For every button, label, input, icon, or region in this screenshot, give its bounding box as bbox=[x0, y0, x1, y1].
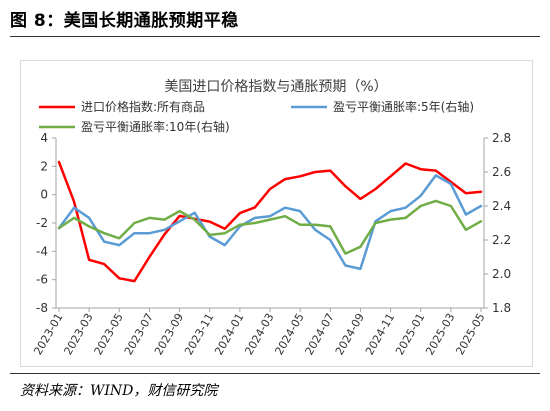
chart-title: 美国进口价格指数与通胀预期（%） bbox=[164, 79, 387, 95]
x-tick-label: 2023-09 bbox=[152, 311, 186, 357]
x-tick-label: 2024-03 bbox=[242, 311, 276, 357]
source-note: 资料来源：WIND，财信研究院 bbox=[20, 383, 218, 399]
x-tick-label: 2024-09 bbox=[333, 311, 367, 357]
x-tick-label: 2023-05 bbox=[92, 311, 126, 357]
figure-caption: 图 8：美国长期通胀预期平稳 bbox=[10, 11, 239, 31]
caption-rule bbox=[10, 36, 540, 37]
y-right-tick-label: 2.2 bbox=[492, 233, 511, 247]
x-tick-label: 2025-05 bbox=[453, 311, 487, 357]
y-right-tick-label: 2.6 bbox=[492, 165, 511, 179]
x-tick-label: 2024-11 bbox=[363, 311, 397, 357]
y-right-tick-label: 2.4 bbox=[492, 199, 511, 213]
y-right-tick-label: 1.8 bbox=[492, 301, 511, 315]
x-tick-label: 2025-01 bbox=[393, 311, 427, 357]
x-tick-label: 2023-11 bbox=[182, 311, 216, 357]
x-tick-label: 2023-01 bbox=[31, 311, 65, 357]
x-tick-label: 2023-07 bbox=[122, 311, 156, 357]
y-left-tick-label: 0 bbox=[40, 188, 48, 202]
source-rule bbox=[10, 373, 540, 374]
y-left-tick-label: -2 bbox=[36, 216, 48, 230]
chart-panel: 美国进口价格指数与通胀预期（%） 进口价格指数:所有商品 盈亏平衡通胀率:5年(右轴… bbox=[20, 60, 533, 367]
series-line-2 bbox=[57, 174, 483, 271]
series-line-3 bbox=[57, 199, 483, 255]
legend-label-3: 盈亏平衡通胀率:10年(右轴) bbox=[81, 119, 230, 134]
y-left-tick-label: -8 bbox=[36, 301, 48, 315]
x-tick-label: 2025-03 bbox=[423, 311, 457, 357]
x-tick-label: 2024-01 bbox=[212, 311, 246, 357]
x-tick-label: 2024-07 bbox=[303, 311, 337, 357]
legend-label-2: 盈亏平衡通胀率:5年(右轴) bbox=[333, 99, 474, 114]
y-left-tick-label: -4 bbox=[36, 244, 48, 258]
y-right-tick-label: 2.0 bbox=[492, 267, 511, 281]
chart-svg: 美国进口价格指数与通胀预期（%） 进口价格指数:所有商品 盈亏平衡通胀率:5年(右轴… bbox=[31, 79, 511, 357]
y-right-tick-label: 2.8 bbox=[492, 131, 511, 145]
series-line-1 bbox=[57, 160, 483, 283]
x-tick-label: 2023-03 bbox=[61, 311, 95, 357]
y-left-tick-label: 2 bbox=[40, 159, 48, 173]
y-left-tick-label: 4 bbox=[40, 131, 48, 145]
x-tick-label: 2024-05 bbox=[272, 311, 306, 357]
y-left-tick-label: -6 bbox=[36, 273, 48, 287]
legend-label-1: 进口价格指数:所有商品 bbox=[81, 99, 205, 114]
